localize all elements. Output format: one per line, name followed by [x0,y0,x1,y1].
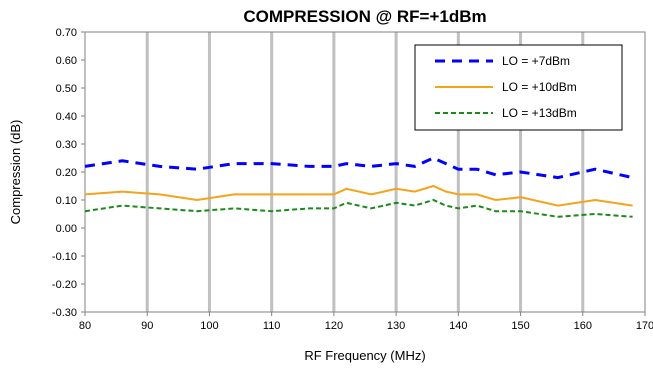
y-tick-label: 0.30 [56,139,77,151]
x-tick-label: 80 [79,320,91,332]
series-line-3 [84,198,633,218]
y-tick-label: -0.10 [52,251,77,263]
y-tick-label: 0.70 [56,27,77,39]
x-tick-label: 90 [141,320,153,332]
y-tick-label: 0.20 [56,167,77,179]
y-tick-label: 0.50 [56,83,77,95]
x-tick-label: 150 [511,320,529,332]
series-layer [84,156,633,218]
y-axis-label: Compression (dB) [8,120,23,225]
x-tick-label: 110 [263,320,281,332]
y-tick-label: 0.00 [56,223,77,235]
series-line-2 [84,184,633,207]
y-tick-label: -0.30 [52,307,77,319]
chart-title: COMPRESSION @ RF=+1dBm [243,7,486,26]
ticks: 80 90 100 110 120 130 140 150 160 170 -0.30 -0.20 -0… [52,27,653,332]
x-tick-label: 120 [325,320,343,332]
series-line-1 [84,156,633,180]
x-tick-label: 160 [574,320,592,332]
x-tick-label: 130 [387,320,405,332]
x-tick-label: 100 [200,320,218,332]
legend: LO = +7dBm LO = +10dBm LO = +13dBm [414,44,623,131]
legend-label-1: LO = +7dBm [502,54,570,68]
legend-label-3: LO = +13dBm [502,106,577,120]
x-tick-label: 140 [449,320,467,332]
y-tick-label: 0.60 [56,55,77,67]
y-tick-label: -0.20 [52,279,77,291]
x-axis-label: RF Frequency (MHz) [304,348,425,363]
x-tick-label: 170 [636,320,653,332]
y-tick-label: 0.40 [56,111,77,123]
legend-label-2: LO = +10dBm [502,80,577,94]
y-tick-label: 0.10 [56,195,77,207]
